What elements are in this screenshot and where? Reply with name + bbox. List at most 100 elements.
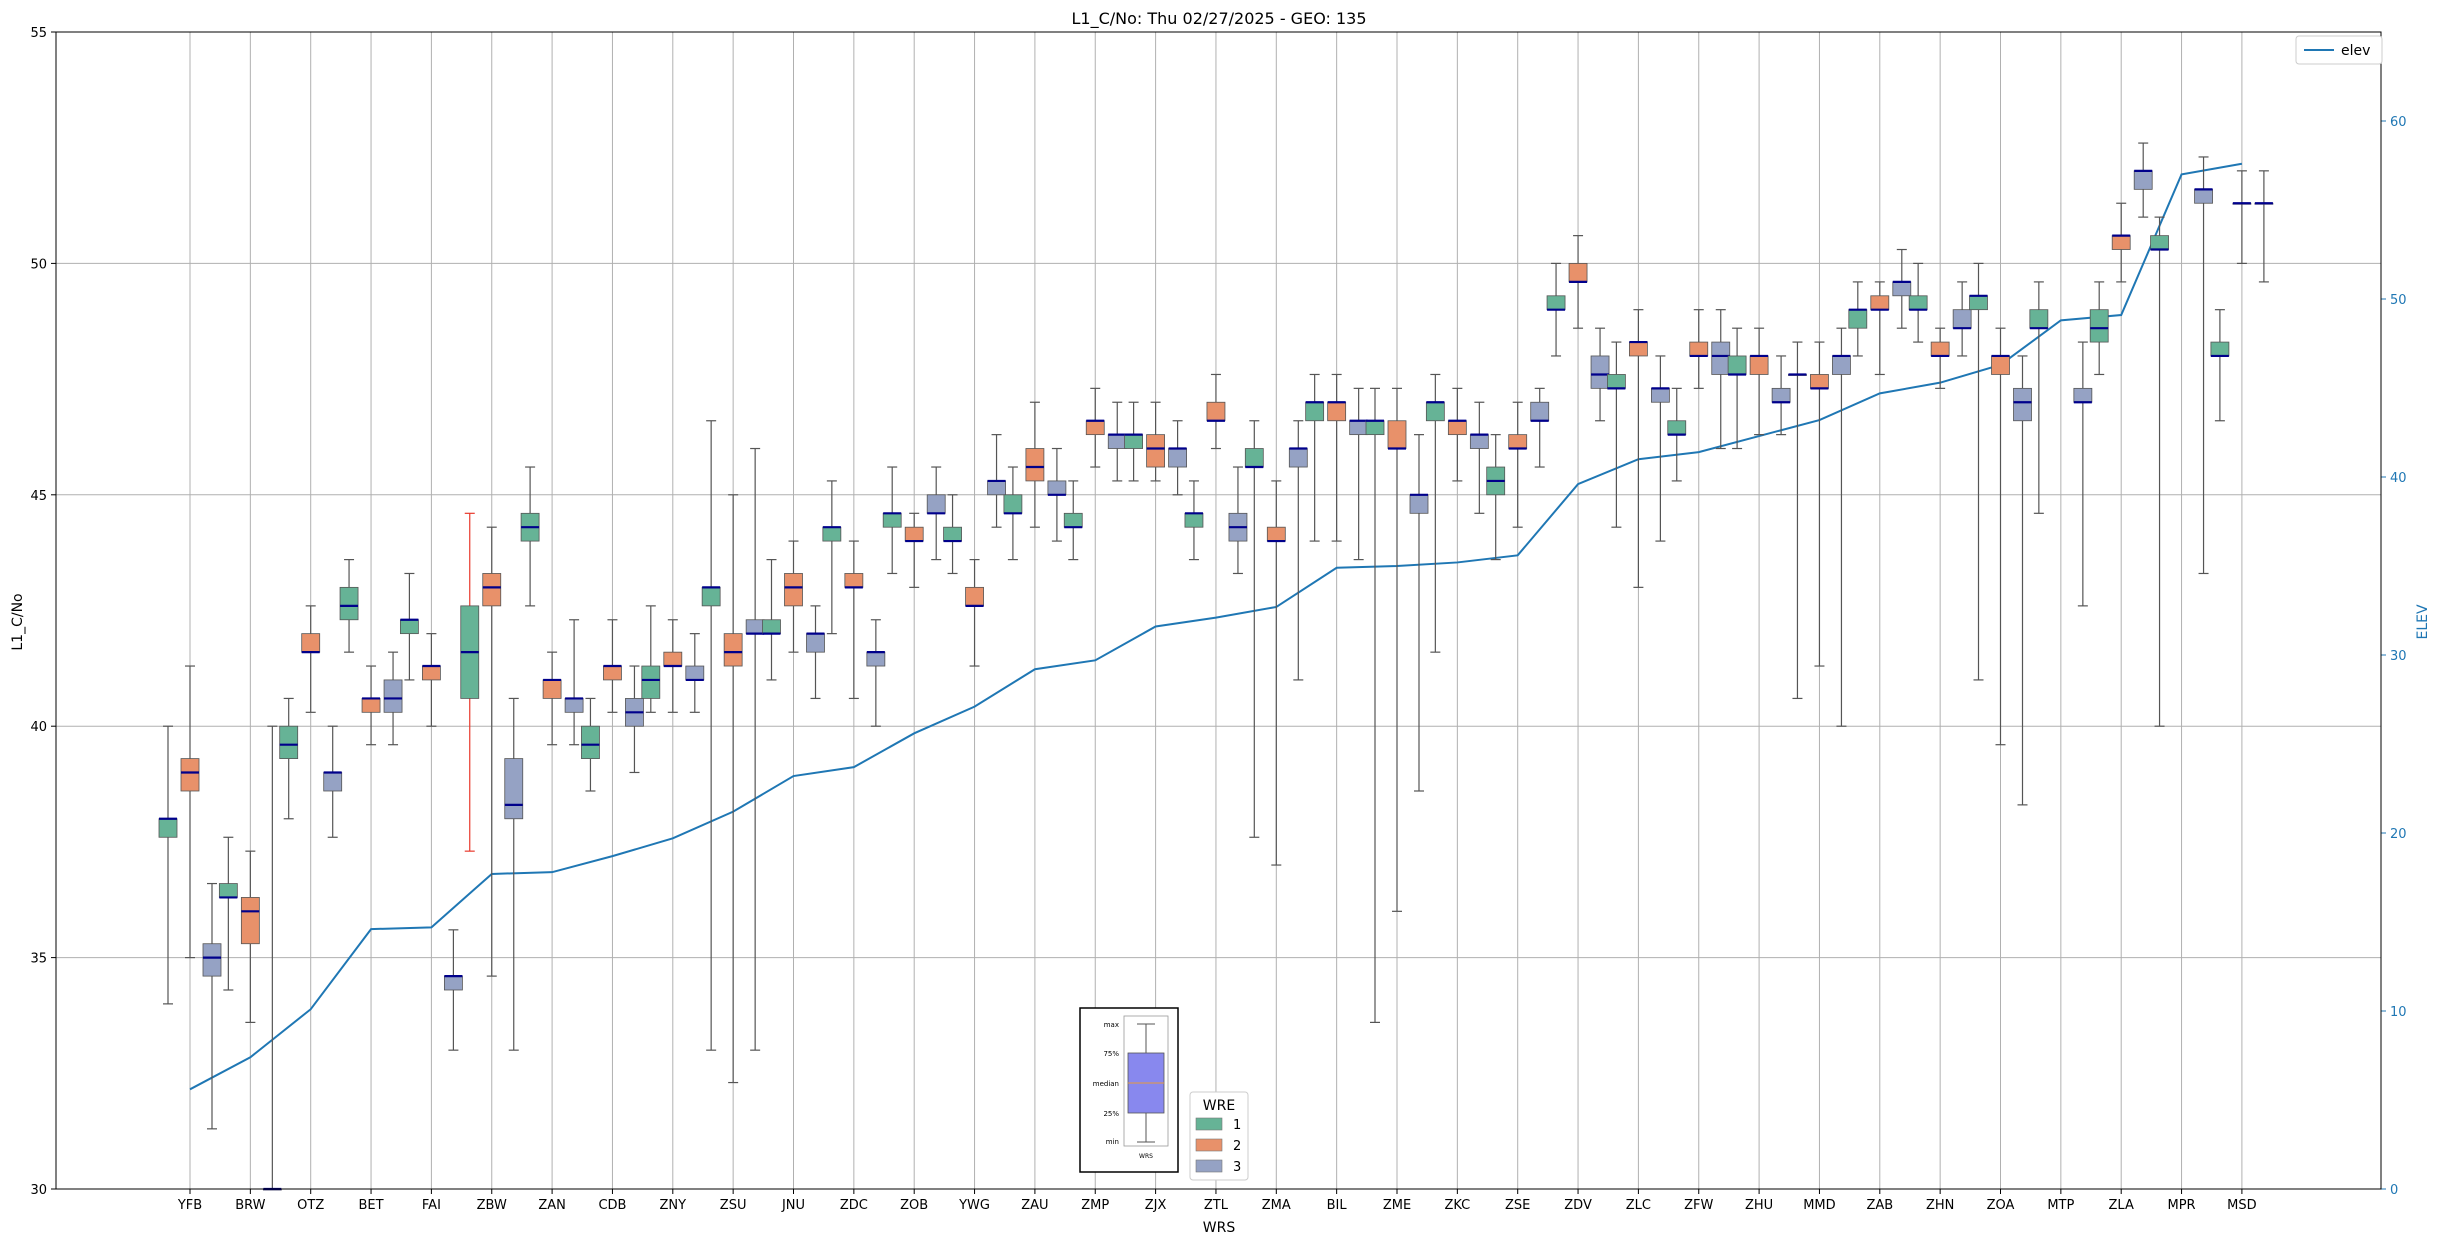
box-body: [1590, 355, 1610, 389]
box-body: [323, 772, 343, 792]
box-zny-wre3: [685, 633, 705, 713]
box-body: [443, 975, 463, 991]
box-zjx-wre2: [1146, 401, 1165, 482]
x-tick-label: ZOB: [900, 1198, 928, 1213]
grid-lines: [56, 31, 2381, 1190]
box-mmd-wre1: [1788, 341, 1807, 700]
box-body: [1107, 434, 1127, 449]
box-body: [806, 633, 825, 653]
box-body: [1991, 355, 2010, 375]
x-tick-label: ZHN: [1926, 1198, 1954, 1213]
box-body: [1288, 448, 1308, 468]
x-tick-label: BET: [359, 1198, 384, 1213]
box-zse-wre2: [1508, 401, 1528, 528]
box-zme-wre2: [1387, 387, 1407, 912]
box-zla-wre1: [2089, 281, 2109, 376]
box-zjx-wre3: [1168, 420, 1187, 496]
y2-tick-label: 60: [2390, 115, 2407, 130]
box-zma-wre2: [1266, 480, 1286, 866]
key-label-q3: 75%: [1103, 1050, 1119, 1058]
box-yfb-wre3: [202, 882, 222, 1130]
box-body: [1003, 494, 1023, 514]
box-fai-wre3: [443, 929, 463, 1051]
box-zla-wre2: [2111, 202, 2131, 283]
box-body: [202, 943, 222, 977]
box-body: [1607, 374, 1626, 389]
box-body: [218, 883, 238, 898]
box-mpr-wre3: [2194, 156, 2213, 575]
y2-tick-label: 30: [2390, 649, 2407, 664]
box-zny-wre2: [663, 619, 683, 713]
box-msd-wre2: [2232, 170, 2252, 264]
wre-legend-swatch-3: [1195, 1159, 1223, 1173]
y-tick-label: 55: [30, 26, 47, 41]
box-zfw-wre1: [1667, 387, 1687, 482]
x-tick-label: ZLA: [2109, 1198, 2134, 1213]
box-body: [822, 526, 842, 542]
elev-legend: elev: [2295, 35, 2383, 65]
box-zme-wre1: [1365, 387, 1385, 1023]
box-zau-wre3: [1047, 447, 1067, 542]
x-tick-label: ZKC: [1444, 1198, 1470, 1213]
box-zdc-wre3: [866, 619, 886, 727]
box-msd-wre1: [2210, 309, 2230, 422]
elev-legend-label: elev: [2341, 43, 2370, 59]
x-tick-label: ZDC: [840, 1198, 868, 1213]
box-zhu-wre1: [1727, 327, 1747, 450]
box-body: [701, 586, 721, 607]
box-zan-wre3: [564, 619, 584, 746]
box-body: [564, 698, 584, 713]
y-tick-label: 50: [30, 257, 47, 272]
box-ztl-wre1: [1184, 480, 1204, 561]
wre-legend-title: WRE: [1203, 1098, 1235, 1114]
box-body: [1908, 295, 1928, 311]
box-zob-wre2: [904, 512, 924, 588]
box-mmd-wre2: [1810, 341, 1829, 667]
box-zla-wre3: [2133, 142, 2153, 218]
x-tick-label: ZME: [1383, 1198, 1411, 1213]
box-jnu-wre3: [806, 605, 825, 700]
box-body: [1771, 387, 1791, 403]
box-body: [685, 665, 705, 681]
box-brw-wre2: [240, 850, 260, 1023]
box-body: [1952, 309, 1972, 329]
box-body: [1025, 448, 1045, 482]
wre-legend-swatch-1: [1195, 1117, 1223, 1131]
x-tick-label: MTP: [2047, 1198, 2074, 1213]
key-label-q1: 25%: [1103, 1110, 1119, 1118]
box-bil-wre1: [1305, 373, 1325, 542]
box-mmd-wre3: [1832, 327, 1851, 727]
key-label-max: max: [1104, 1021, 1119, 1029]
box-brw-wre1: [218, 836, 238, 991]
box-body: [2210, 341, 2230, 357]
box-body: [301, 633, 321, 653]
box-body: [1409, 494, 1429, 514]
box-zmp-wre1: [1063, 480, 1083, 561]
box-body: [2089, 309, 2109, 343]
box-body: [1848, 309, 1868, 329]
box-zan-wre1: [520, 466, 540, 607]
x-tick-label: BIL: [1327, 1198, 1348, 1213]
box-body: [1832, 355, 1851, 375]
box-zdv-wre2: [1568, 235, 1588, 329]
box-bil-wre2: [1327, 373, 1347, 542]
x-tick-label: CDB: [598, 1198, 626, 1213]
box-body: [1870, 295, 1890, 311]
box-body: [1530, 401, 1550, 422]
x-tick-label: YFB: [177, 1198, 202, 1213]
box-ztl-wre3: [1228, 466, 1248, 575]
box-zhn-wre1: [1908, 262, 1928, 343]
y-tick-label: 30: [30, 1183, 47, 1198]
box-zab-wre1: [1848, 281, 1868, 357]
box-bet-wre3: [383, 651, 403, 746]
x-tick-label: ZDV: [1564, 1198, 1592, 1213]
plot-frame: [55, 31, 2382, 1190]
x-tick-label: MPR: [2168, 1198, 2196, 1213]
x-tick-label: ZSU: [720, 1198, 747, 1213]
box-body: [1146, 434, 1165, 468]
box-body: [339, 586, 359, 621]
box-body: [1184, 512, 1204, 528]
box-body: [542, 679, 562, 699]
box-body: [1629, 341, 1648, 357]
